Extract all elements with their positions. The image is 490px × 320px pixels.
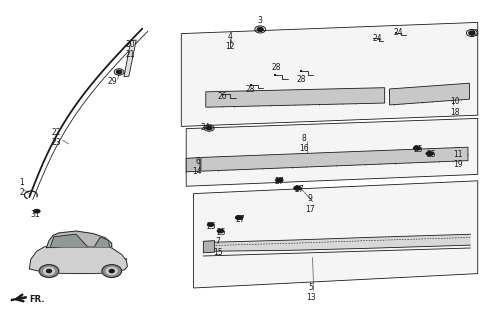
Text: 24: 24 xyxy=(393,28,403,37)
Polygon shape xyxy=(213,240,294,251)
Polygon shape xyxy=(201,147,468,171)
Text: 27: 27 xyxy=(294,185,304,194)
Polygon shape xyxy=(426,152,433,156)
Polygon shape xyxy=(390,83,469,105)
Polygon shape xyxy=(29,243,127,274)
Text: 5
13: 5 13 xyxy=(306,283,316,302)
Polygon shape xyxy=(194,181,478,288)
Text: 26: 26 xyxy=(218,92,227,101)
Text: 25: 25 xyxy=(217,228,226,237)
Text: 11
19: 11 19 xyxy=(453,150,463,169)
Text: 28: 28 xyxy=(271,63,281,72)
Text: 30: 30 xyxy=(469,29,479,38)
Bar xyxy=(250,84,252,85)
Polygon shape xyxy=(181,22,478,126)
Polygon shape xyxy=(50,234,87,246)
Text: 9
17: 9 17 xyxy=(305,194,315,213)
Text: 31: 31 xyxy=(30,210,40,219)
Polygon shape xyxy=(368,234,470,248)
Bar xyxy=(300,70,302,72)
Polygon shape xyxy=(208,223,214,226)
Text: 27: 27 xyxy=(235,215,245,224)
Text: 24: 24 xyxy=(200,124,210,132)
Text: 29: 29 xyxy=(108,77,118,86)
Bar xyxy=(395,32,397,33)
Text: FR.: FR. xyxy=(29,295,45,304)
Text: 24: 24 xyxy=(372,34,382,43)
Polygon shape xyxy=(236,216,243,220)
Polygon shape xyxy=(294,186,301,190)
Text: 27: 27 xyxy=(274,177,284,186)
Polygon shape xyxy=(414,146,420,150)
Polygon shape xyxy=(186,157,200,172)
Polygon shape xyxy=(34,210,40,213)
Text: 1
2: 1 2 xyxy=(20,178,25,197)
Text: 20
21: 20 21 xyxy=(125,40,135,59)
Text: 28: 28 xyxy=(245,85,255,94)
Text: 25: 25 xyxy=(207,222,217,231)
Text: 25: 25 xyxy=(426,150,436,159)
Circle shape xyxy=(102,265,122,277)
Circle shape xyxy=(207,126,212,130)
Text: 28: 28 xyxy=(296,76,306,84)
Circle shape xyxy=(469,31,475,35)
Bar xyxy=(372,38,374,39)
Polygon shape xyxy=(95,237,109,246)
Polygon shape xyxy=(203,241,215,253)
Polygon shape xyxy=(206,88,385,107)
Polygon shape xyxy=(11,296,27,301)
Circle shape xyxy=(257,28,263,31)
Polygon shape xyxy=(47,231,112,248)
Circle shape xyxy=(44,268,54,275)
Text: 3: 3 xyxy=(257,16,262,25)
Circle shape xyxy=(106,268,117,275)
Text: 25: 25 xyxy=(413,145,423,154)
Text: 6
14: 6 14 xyxy=(193,157,202,176)
Text: 7
15: 7 15 xyxy=(213,237,223,257)
Bar xyxy=(274,75,276,76)
Polygon shape xyxy=(276,178,283,182)
Text: 8
16: 8 16 xyxy=(299,134,309,153)
Text: 4
12: 4 12 xyxy=(225,32,235,51)
Bar xyxy=(222,94,224,95)
Circle shape xyxy=(116,70,122,74)
Circle shape xyxy=(47,269,51,273)
Text: 22
23: 22 23 xyxy=(51,128,61,147)
Polygon shape xyxy=(294,237,368,250)
Circle shape xyxy=(109,269,114,273)
Circle shape xyxy=(39,265,59,277)
Polygon shape xyxy=(186,118,478,186)
Polygon shape xyxy=(218,229,223,233)
Text: 10
18: 10 18 xyxy=(450,98,460,117)
Polygon shape xyxy=(124,40,136,77)
